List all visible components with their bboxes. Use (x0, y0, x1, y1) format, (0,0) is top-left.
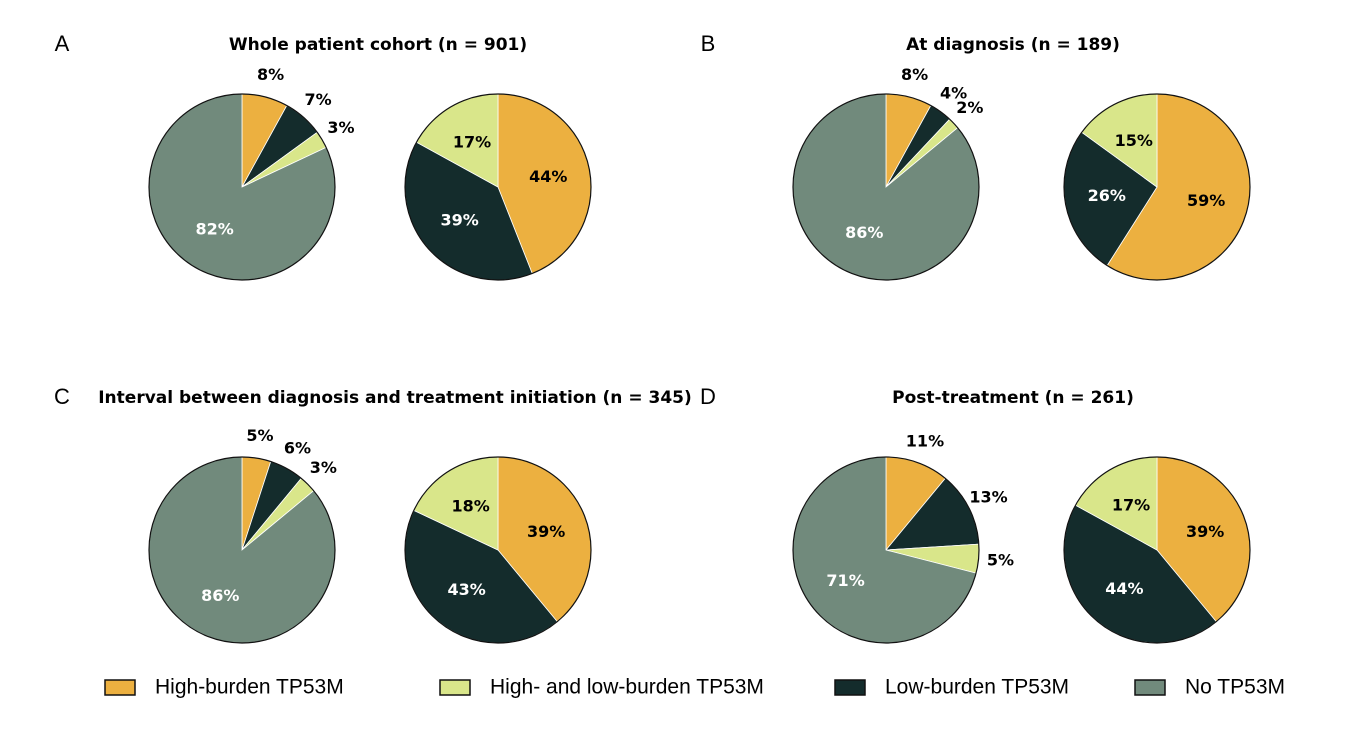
legend-swatch (834, 679, 866, 696)
pie-outline (404, 456, 592, 644)
panel-title: Interval between diagnosis and treatment… (98, 388, 692, 408)
value-label: 18% (451, 496, 489, 515)
pie-outline (148, 93, 336, 281)
value-label: 5% (246, 426, 273, 445)
pie-outline (404, 93, 592, 281)
value-label: 7% (304, 90, 331, 109)
value-label: 39% (1186, 522, 1224, 541)
value-label: 44% (1105, 579, 1143, 598)
value-label: 4% (940, 83, 967, 102)
panel-title: Whole patient cohort (n = 901) (229, 35, 527, 55)
value-label: 26% (1088, 186, 1126, 205)
panel-label: A (55, 31, 70, 56)
value-label: 8% (257, 65, 284, 84)
value-label: 2% (956, 98, 983, 117)
pie-outline (1063, 93, 1251, 281)
pie-outline (148, 456, 336, 644)
pie-outline (792, 456, 980, 644)
value-label: 82% (195, 220, 233, 239)
value-label: 71% (826, 571, 864, 590)
value-label: 13% (969, 487, 1007, 506)
legend-swatch (1134, 679, 1166, 696)
legend-label: No TP53M (1185, 676, 1285, 699)
value-label: 11% (906, 431, 944, 450)
value-label: 15% (1115, 131, 1153, 150)
panel-label: D (700, 384, 716, 409)
value-label: 44% (529, 167, 567, 186)
value-label: 8% (901, 65, 928, 84)
value-label: 5% (987, 550, 1014, 569)
value-label: 17% (453, 132, 491, 151)
legend-label: High- and low-burden TP53M (490, 676, 764, 699)
value-label: 39% (527, 522, 565, 541)
panel-label: B (701, 31, 716, 56)
value-label: 39% (440, 210, 478, 229)
value-label: 6% (284, 439, 311, 458)
value-label: 86% (201, 586, 239, 605)
value-label: 3% (310, 458, 337, 477)
legend-label: Low-burden TP53M (885, 676, 1069, 699)
pie-outline (1063, 456, 1251, 644)
value-label: 17% (1112, 495, 1150, 514)
value-label: 86% (845, 223, 883, 242)
value-label: 43% (448, 580, 486, 599)
value-label: 59% (1187, 191, 1225, 210)
legend-swatch (104, 679, 136, 696)
legend-swatch (439, 679, 471, 696)
panel-label: C (54, 384, 70, 409)
panel-title: At diagnosis (n = 189) (906, 35, 1120, 55)
pie-outline (792, 93, 980, 281)
legend-label: High-burden TP53M (155, 676, 344, 699)
panel-title: Post-treatment (n = 261) (892, 388, 1134, 408)
value-label: 3% (327, 118, 354, 137)
